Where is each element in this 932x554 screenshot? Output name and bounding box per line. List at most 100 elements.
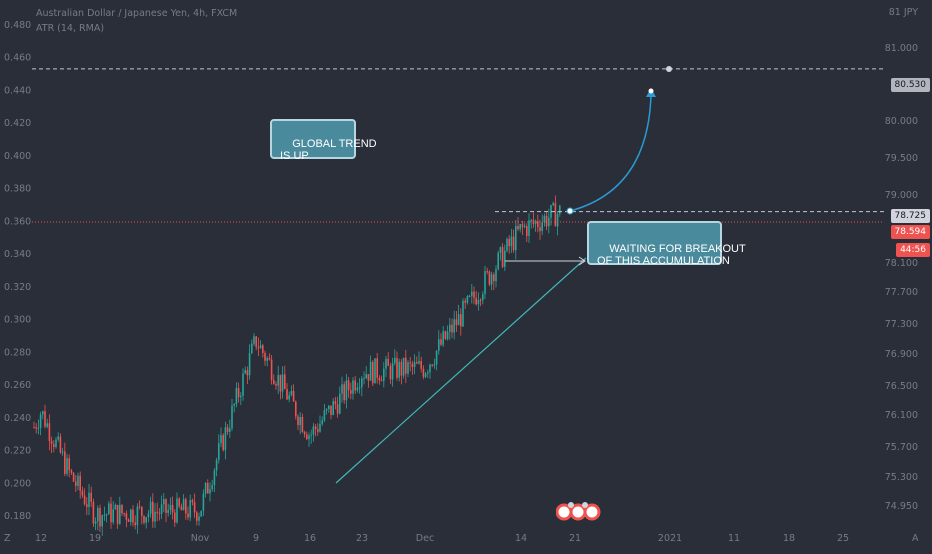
candle-body xyxy=(306,434,308,440)
candle-body xyxy=(119,504,121,524)
candle-body xyxy=(281,374,284,392)
candle-body xyxy=(431,364,433,366)
right-axis-tick-label: 76.500 xyxy=(885,381,918,392)
candle-body xyxy=(484,271,486,295)
candle-body xyxy=(191,500,194,503)
candle-body xyxy=(165,499,167,513)
global-trend-callout[interactable]: GLOBAL TREND IS UP xyxy=(270,119,377,162)
left-axis-tick-label: 0.380 xyxy=(4,184,31,195)
candle-body xyxy=(255,336,257,347)
candle-body xyxy=(242,373,244,396)
left-axis-tick-label: 0.320 xyxy=(4,282,31,293)
candle-body xyxy=(275,383,277,386)
candle-body xyxy=(350,390,352,394)
right-axis-tick-label: 75.300 xyxy=(885,472,918,483)
breakout-callout[interactable]: WAITING FOR BREAKOUT OF THIS ACCUMULATIO… xyxy=(587,221,746,267)
candle-body xyxy=(213,470,216,486)
candle-body xyxy=(449,324,451,332)
event-marker-icon xyxy=(582,502,588,508)
left-axis-tick-label: 0.440 xyxy=(4,85,31,96)
candle-body xyxy=(416,362,418,364)
candle-body xyxy=(259,345,262,349)
candle-body xyxy=(545,215,548,227)
trendline xyxy=(335,257,587,484)
candle-body xyxy=(363,378,365,380)
candle-body xyxy=(543,215,546,223)
candle-body xyxy=(48,423,51,442)
candle-body xyxy=(123,513,125,515)
left-axis-tick-label: 0.260 xyxy=(4,380,31,391)
candle-body xyxy=(332,401,334,415)
candle-body xyxy=(471,291,473,296)
candle-body xyxy=(169,504,172,510)
candle-body xyxy=(237,387,240,398)
candle-body xyxy=(108,503,110,515)
candle-body xyxy=(209,489,211,494)
candle-body xyxy=(39,414,42,428)
right-axis-tick-label: 81 JPY xyxy=(889,7,918,18)
candle-body xyxy=(83,495,86,505)
candle-body xyxy=(44,411,46,427)
left-axis-tick-label: 0.480 xyxy=(4,20,31,31)
candle-body xyxy=(343,384,345,401)
candle-body xyxy=(226,427,229,433)
candle-body xyxy=(435,350,438,365)
candle-body xyxy=(409,362,411,364)
x-axis-tick-label: 11 xyxy=(728,533,740,544)
candle-body xyxy=(438,339,440,351)
candle-body xyxy=(387,358,389,366)
candle-body xyxy=(429,364,431,373)
candle-body xyxy=(79,475,81,491)
candle-body xyxy=(266,358,268,361)
candle-body xyxy=(149,501,152,514)
left-axis-tick-label: 0.400 xyxy=(4,151,31,162)
indicator-title: ATR (14, RMA) xyxy=(36,23,105,34)
candle-body xyxy=(279,374,282,392)
clock-icon xyxy=(666,66,672,72)
candle-body xyxy=(112,509,114,523)
breakout-text: WAITING FOR BREAKOUT OF THIS ACCUMULATIO… xyxy=(597,243,746,267)
candle-body xyxy=(77,475,79,486)
candle-body xyxy=(215,459,218,471)
candle-body xyxy=(284,374,286,389)
candle-body xyxy=(222,435,224,451)
candle-body xyxy=(127,519,130,523)
candle-body xyxy=(334,401,337,405)
candle-body xyxy=(64,451,66,474)
candle-body xyxy=(442,331,444,345)
candle-body xyxy=(391,363,394,380)
candle-body xyxy=(325,409,328,411)
candle-body xyxy=(251,343,253,354)
candle-body xyxy=(400,361,403,376)
symbol-title: Australian Dollar / Japanese Yen, 4h, FX… xyxy=(36,8,238,19)
candle-body xyxy=(541,222,543,232)
candle-body xyxy=(495,269,497,282)
candle-body xyxy=(68,458,70,471)
price-tag-countdown-label: 44:56 xyxy=(900,245,926,255)
candle-body xyxy=(497,252,499,270)
candle-body xyxy=(559,205,561,214)
candle-body xyxy=(534,221,537,224)
event-markers[interactable] xyxy=(556,500,604,524)
candle-body xyxy=(220,435,222,444)
candle-body xyxy=(178,498,180,507)
left-axis-tick-label: 0.280 xyxy=(4,347,31,358)
candle-body xyxy=(187,513,189,518)
corner-label-right: A xyxy=(912,533,919,544)
candle-body xyxy=(405,357,407,374)
candle-body xyxy=(477,300,480,305)
candle-body xyxy=(61,451,64,453)
x-axis-tick-label: 2021 xyxy=(658,533,682,544)
candle-body xyxy=(466,296,469,303)
right-axis-tick-label: 77.300 xyxy=(885,319,918,330)
candle-body xyxy=(240,395,242,398)
left-axis-tick-label: 0.340 xyxy=(4,249,31,260)
price-tag-last: 78.594 xyxy=(890,225,930,239)
candle-body xyxy=(257,346,260,349)
candle-body xyxy=(143,515,145,523)
candle-body xyxy=(354,380,356,391)
candle-body xyxy=(268,358,271,360)
candle-body xyxy=(383,368,385,381)
